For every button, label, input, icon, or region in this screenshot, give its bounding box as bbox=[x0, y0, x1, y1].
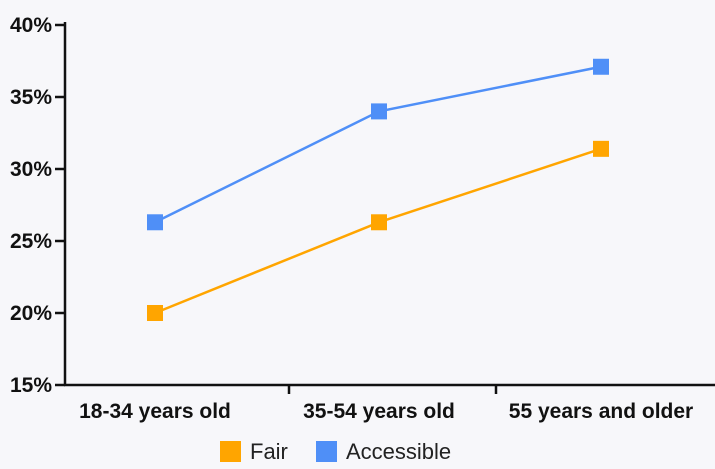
legend-swatch-fair bbox=[220, 441, 241, 462]
y-tick-label: 25% bbox=[10, 230, 52, 253]
y-ticks: 15% 20% 25% 30% 35% 40% bbox=[10, 14, 65, 397]
y-tick-label: 35% bbox=[10, 86, 52, 109]
x-tick-label: 55 years and older bbox=[509, 400, 693, 423]
y-tick-label: 30% bbox=[10, 158, 52, 181]
x-tick-label: 35-54 years old bbox=[303, 400, 455, 423]
y-tick-label: 40% bbox=[10, 14, 52, 37]
x-ticks: 18-34 years old 35-54 years old 55 years a… bbox=[79, 385, 693, 423]
legend: Fair Accessible bbox=[220, 439, 451, 464]
data-point-fair bbox=[371, 214, 387, 231]
legend-label-accessible: Accessible bbox=[346, 439, 451, 464]
data-point-accessible bbox=[371, 103, 387, 120]
legend-swatch-accessible bbox=[316, 441, 337, 462]
series-line-fair bbox=[154, 147, 602, 315]
axes bbox=[63, 22, 715, 387]
y-tick-label: 15% bbox=[10, 374, 52, 397]
y-tick-label: 20% bbox=[10, 302, 52, 325]
data-point-accessible bbox=[147, 214, 163, 231]
legend-label-fair: Fair bbox=[250, 439, 288, 464]
data-point-accessible bbox=[593, 58, 609, 75]
x-tick-label: 18-34 years old bbox=[79, 400, 231, 423]
data-point-fair bbox=[147, 305, 163, 321]
series-line-accessible bbox=[154, 65, 602, 224]
series-layer bbox=[147, 58, 609, 321]
data-point-fair bbox=[593, 140, 609, 157]
